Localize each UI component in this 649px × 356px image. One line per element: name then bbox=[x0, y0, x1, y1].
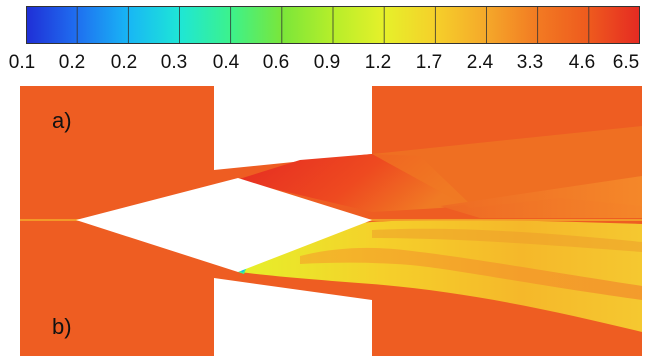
colorbar-dividers bbox=[76, 6, 590, 44]
wedge-body bbox=[76, 178, 372, 272]
colorbar-tick-label: 0.2 bbox=[58, 52, 86, 73]
panel-label-a: a) bbox=[52, 108, 72, 133]
lower-plume-streaks bbox=[300, 247, 642, 300]
colorbar-tick-label: 0.1 bbox=[8, 52, 36, 73]
flow-field bbox=[20, 86, 642, 356]
panel-label-b: b) bbox=[52, 314, 72, 339]
colorbar-tick-label: 2.4 bbox=[466, 52, 494, 73]
colorbar-tick-label: 1.2 bbox=[364, 52, 392, 73]
colorbar bbox=[26, 6, 640, 44]
upper-right-band bbox=[440, 176, 642, 218]
colorbar-tick-label: 6.5 bbox=[612, 52, 640, 73]
colorbar-frame bbox=[26, 6, 640, 44]
colorbar-tick-label: 0.3 bbox=[160, 52, 188, 73]
colorbar-tick-label: 0.2 bbox=[110, 52, 138, 73]
colorbar-tick-label: 1.7 bbox=[415, 52, 443, 73]
colorbar-tick-label: 4.6 bbox=[568, 52, 596, 73]
colorbar-tick-label: 0.9 bbox=[313, 52, 341, 73]
colorbar-tick-labels: 0.1 0.2 0.2 0.3 0.4 0.6 0.9 1.2 1.7 2.4 … bbox=[0, 52, 649, 78]
colorbar-tick-label: 0.4 bbox=[212, 52, 240, 73]
lower-plume-streaks-2 bbox=[372, 228, 642, 252]
lower-plume bbox=[240, 219, 642, 332]
colorbar-tick-label: 0.6 bbox=[262, 52, 290, 73]
colorbar-tick-label: 3.3 bbox=[516, 52, 544, 73]
